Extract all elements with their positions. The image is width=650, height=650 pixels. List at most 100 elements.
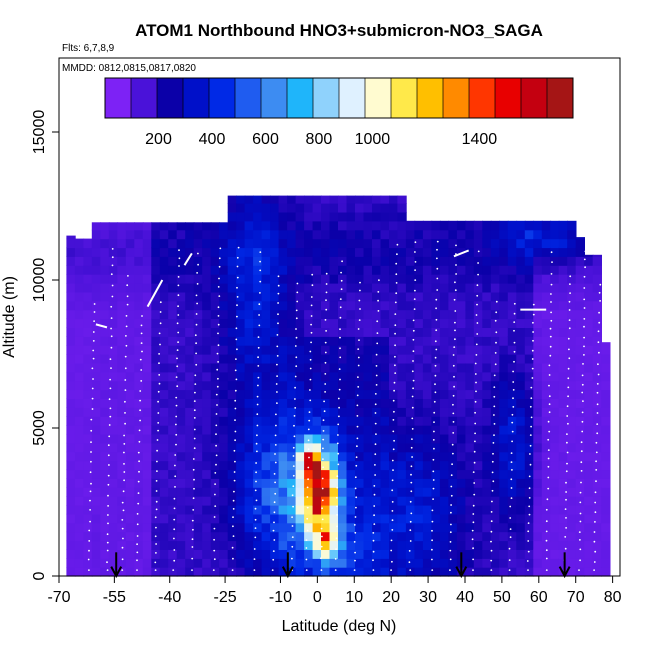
profile-point <box>233 479 236 482</box>
heatmap-cell <box>295 398 305 408</box>
heatmap-cell <box>584 460 594 471</box>
heatmap-cell <box>134 505 144 515</box>
heatmap-cell <box>134 567 144 577</box>
heatmap-cell <box>83 540 93 550</box>
heatmap-cell <box>202 222 212 231</box>
heatmap-cell <box>456 505 467 515</box>
heatmap-cell <box>159 256 170 266</box>
heatmap-cell <box>389 318 399 328</box>
heatmap-cell <box>524 362 535 373</box>
heatmap-cell <box>125 327 136 337</box>
heatmap-cell <box>159 265 170 275</box>
heatmap-cell <box>431 531 441 542</box>
heatmap-cell <box>346 300 356 311</box>
heatmap-cell <box>372 256 382 266</box>
profile-point <box>107 494 109 497</box>
heatmap-cell <box>524 496 535 506</box>
heatmap-cell <box>168 256 178 266</box>
profile-point <box>234 389 237 392</box>
profile-point <box>528 505 531 508</box>
heatmap-cell <box>558 442 568 453</box>
heatmap-cell <box>329 478 339 488</box>
heatmap-cell <box>592 567 602 577</box>
profile-point <box>584 250 587 253</box>
heatmap-cell <box>541 531 552 542</box>
profile-point <box>276 402 278 404</box>
heatmap-cell <box>151 549 161 559</box>
heatmap-cell <box>584 254 594 257</box>
heatmap-cell <box>287 531 297 542</box>
heatmap-cell <box>287 203 297 213</box>
heatmap-cell <box>159 425 170 435</box>
profile-point <box>545 557 548 560</box>
heatmap-cell <box>363 238 373 249</box>
profile-point <box>139 409 142 412</box>
heatmap-cell <box>185 522 195 533</box>
profile-point <box>581 411 584 414</box>
profile-point <box>495 341 497 344</box>
profile-point <box>276 363 278 366</box>
heatmap-cell <box>363 203 373 213</box>
heatmap-cell <box>473 558 484 568</box>
heatmap-cell <box>397 487 407 497</box>
heatmap-cell <box>117 389 127 399</box>
profile-point <box>547 420 550 423</box>
heatmap-cell <box>355 229 365 240</box>
profile-point <box>92 357 95 360</box>
profile-point <box>490 569 493 571</box>
heatmap-cell <box>380 380 390 391</box>
heatmap-cell <box>601 371 611 382</box>
heatmap-cell <box>295 442 305 453</box>
heatmap-cell <box>219 425 229 435</box>
heatmap-cell <box>83 345 93 355</box>
profile-point <box>357 328 360 330</box>
profile-point <box>106 561 108 564</box>
heatmap-cell <box>541 407 552 417</box>
heatmap-cell <box>516 327 526 337</box>
profile-point <box>451 443 454 446</box>
heatmap-cell <box>448 256 458 266</box>
profile-point <box>89 499 91 502</box>
profile-point <box>358 299 361 302</box>
heatmap-cell <box>414 336 424 346</box>
profile-point <box>174 464 176 467</box>
heatmap-cell <box>592 318 602 328</box>
profile-point <box>157 422 160 424</box>
heatmap-cell <box>66 460 76 471</box>
heatmap-cell <box>210 354 220 364</box>
heatmap-cell <box>253 291 263 302</box>
heatmap-cell <box>142 371 153 382</box>
heatmap-cell <box>227 567 237 577</box>
heatmap-cell <box>601 460 611 471</box>
heatmap-cell <box>66 235 76 240</box>
heatmap-cell <box>287 211 297 222</box>
profile-point <box>291 545 294 548</box>
heatmap-cell <box>151 300 161 311</box>
heatmap-cell <box>270 398 280 408</box>
profile-point <box>410 473 412 476</box>
heatmap-cell <box>575 274 585 284</box>
heatmap-cell <box>567 247 577 257</box>
heatmap-cell <box>567 291 577 302</box>
heatmap-cell <box>397 291 407 302</box>
heatmap-cell <box>550 229 560 240</box>
heatmap-cell <box>244 371 254 382</box>
heatmap-cell <box>176 354 186 364</box>
heatmap-cell <box>575 513 585 524</box>
heatmap-cell <box>168 407 178 417</box>
heatmap-cell <box>134 558 144 568</box>
heatmap-cell <box>397 513 407 524</box>
heatmap-cell <box>304 345 314 355</box>
heatmap-cell <box>422 567 433 577</box>
heatmap-cell <box>575 327 585 337</box>
profile-point <box>580 461 583 464</box>
heatmap-cell <box>533 229 543 240</box>
heatmap-cell <box>261 336 271 346</box>
profile-point <box>277 322 279 325</box>
profile-point <box>492 442 495 444</box>
heatmap-cell <box>490 229 501 240</box>
heatmap-cell <box>159 460 170 471</box>
profile-point <box>449 569 451 571</box>
profile-point <box>394 344 396 347</box>
heatmap-cell <box>236 558 246 568</box>
